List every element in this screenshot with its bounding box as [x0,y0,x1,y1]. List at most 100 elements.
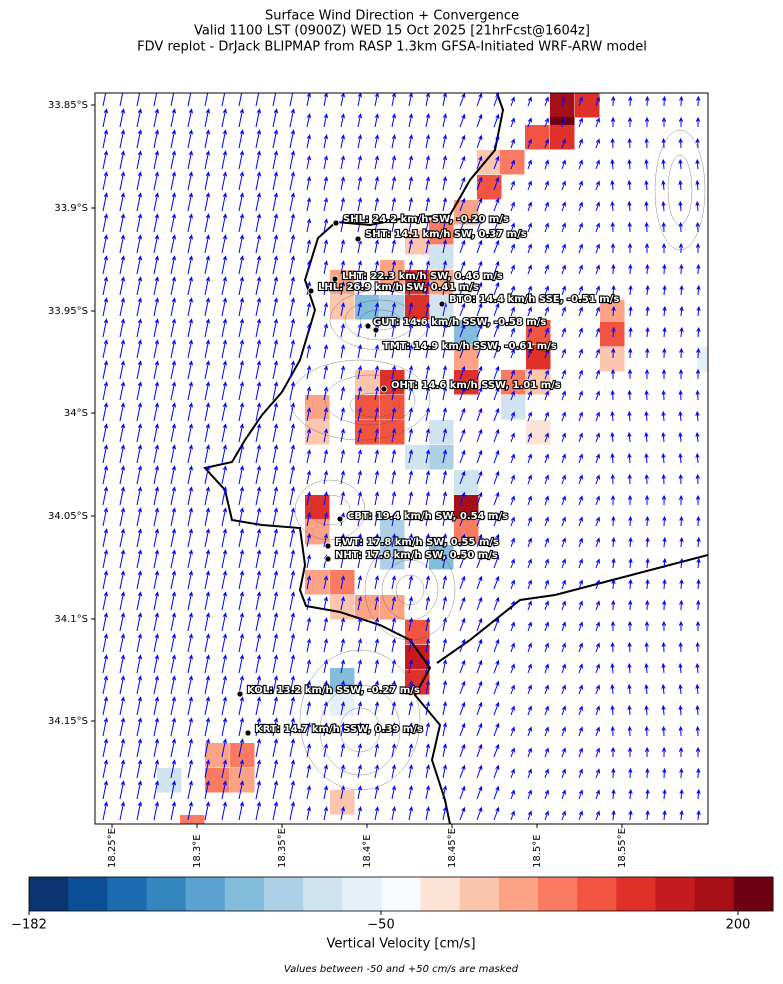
x-tick-label: 18.25°E [107,828,118,868]
colorbar-cell [107,877,147,911]
colorbar-label: Vertical Velocity [cm/s] [326,937,475,952]
cell [429,270,454,295]
colorbar-cell [29,877,69,911]
colorbar-cell [185,877,226,911]
station-dot [244,729,252,737]
station-label: BTO: 14.4 km/h SSE, -0.51 m/s [449,294,619,305]
cell [600,300,625,325]
cell [454,470,479,495]
cell [454,520,479,545]
y-tick-label: 34°S [64,408,88,419]
cell [454,495,479,520]
map-frame [94,92,709,825]
colorbar-cell [577,877,617,911]
colorbar-cell [303,877,343,911]
cell [330,295,355,320]
y-tick-label: 33.9°S [54,203,88,214]
cell [477,150,502,175]
wind-field [102,93,701,821]
cell [429,445,454,470]
colorbar-cell [381,877,422,911]
station-dot [324,555,332,563]
station-dot [380,385,388,393]
station-label: NHT: 17.6 km/h SW, 0.50 m/s [335,550,498,561]
station-dot [354,235,362,243]
colorbar-cell [459,877,500,911]
station-label: GUT: 14.6 km/h SSW, -0.58 m/s [373,317,546,328]
station-dot [331,275,339,283]
station-dot [307,287,315,295]
y-tick-label: 34.15°S [48,716,88,727]
x-tick-label: 18.55°E [617,828,628,868]
cell [157,768,182,793]
cell [405,270,430,295]
title-line: Surface Wind Direction + Convergence [265,9,519,24]
colorbar-cell [68,877,108,911]
x-tick-label: 18.35°E [277,828,288,868]
station-label: SHL: 24.2 km/h SW, -0.20 m/s [343,214,509,225]
station-dot [438,300,446,308]
station-label: TMT: 14.9 km/h SSW, -0.61 m/s [383,341,557,352]
x-tick-label: 18.3°E [192,834,203,868]
x-tick-label: 18.5°E [532,834,543,868]
y-tick-label: 34.05°S [48,511,88,522]
cell [429,245,454,270]
colorbar-tick-label: 200 [726,918,751,933]
y-tick-label: 33.85°S [48,100,88,111]
cell [429,420,454,445]
station-label: LHT: 22.3 km/h SW, 0.46 m/s [342,271,503,282]
station-dot [324,542,332,550]
colorbar-cell [655,877,696,911]
colorbar: −182 −50 200 [11,876,774,933]
cell [454,320,479,345]
station-label: KRT: 14.7 km/h SSW, 0.39 m/s [255,724,423,735]
wind-arrows [102,93,701,821]
colorbar-frame [28,876,774,912]
cell [405,445,430,470]
station-label: KOL: 13.2 km/h SSW, -0.27 m/s [247,685,420,696]
cell [454,200,479,225]
colorbar-cell [146,877,187,911]
cell [550,125,575,150]
colorbar-cell [616,877,657,911]
y-tick-label: 33.95°S [48,306,88,317]
cell [429,220,454,245]
cell [526,420,551,445]
cell [180,815,205,824]
station-label: FWT: 17.8 km/h SW, 0.55 m/s [335,537,499,548]
station-label: CBT: 19.4 km/h SW, 0.54 m/s [347,511,508,522]
cell [454,345,479,370]
stations: SHL: 24.2 km/h SW, -0.20 m/s SHT: 14.1 km… [236,213,620,737]
colorbar-cell [538,877,578,911]
colorbar-cell [498,877,539,911]
colorbar-tick-label: −182 [11,918,47,933]
cell [454,370,479,395]
station-label: LHL: 26.9 km/h SW, 0.41 m/s [318,282,479,293]
cell [405,620,430,645]
colorbar-cell [420,877,461,911]
coastline [203,93,708,824]
convergence-cells [157,93,708,824]
colorbar-cell [694,877,735,911]
station-label: SHT: 14.1 km/h SW, 0.37 m/s [365,229,527,240]
cell [697,347,708,372]
cell [355,295,380,320]
colorbar-cell [263,877,304,911]
title-line: FDV replot - DrJack BLIPMAP from RASP 1.… [137,40,647,55]
cell [305,395,330,420]
cell [205,768,230,793]
x-tick-label: 18.4°E [362,834,373,868]
cell [600,322,625,347]
cell [230,768,255,793]
colorbar-cell [342,877,382,911]
station-dot [372,326,380,334]
station-dot [336,515,344,523]
colorbar-cell [733,877,774,911]
footnote: Values between -50 and +50 cm/s are mask… [284,964,519,975]
cell [526,345,551,370]
cell [205,743,230,768]
station-dot [332,219,340,227]
station-dot [364,322,372,330]
station-dot [236,690,244,698]
colorbar-cell [224,877,265,911]
